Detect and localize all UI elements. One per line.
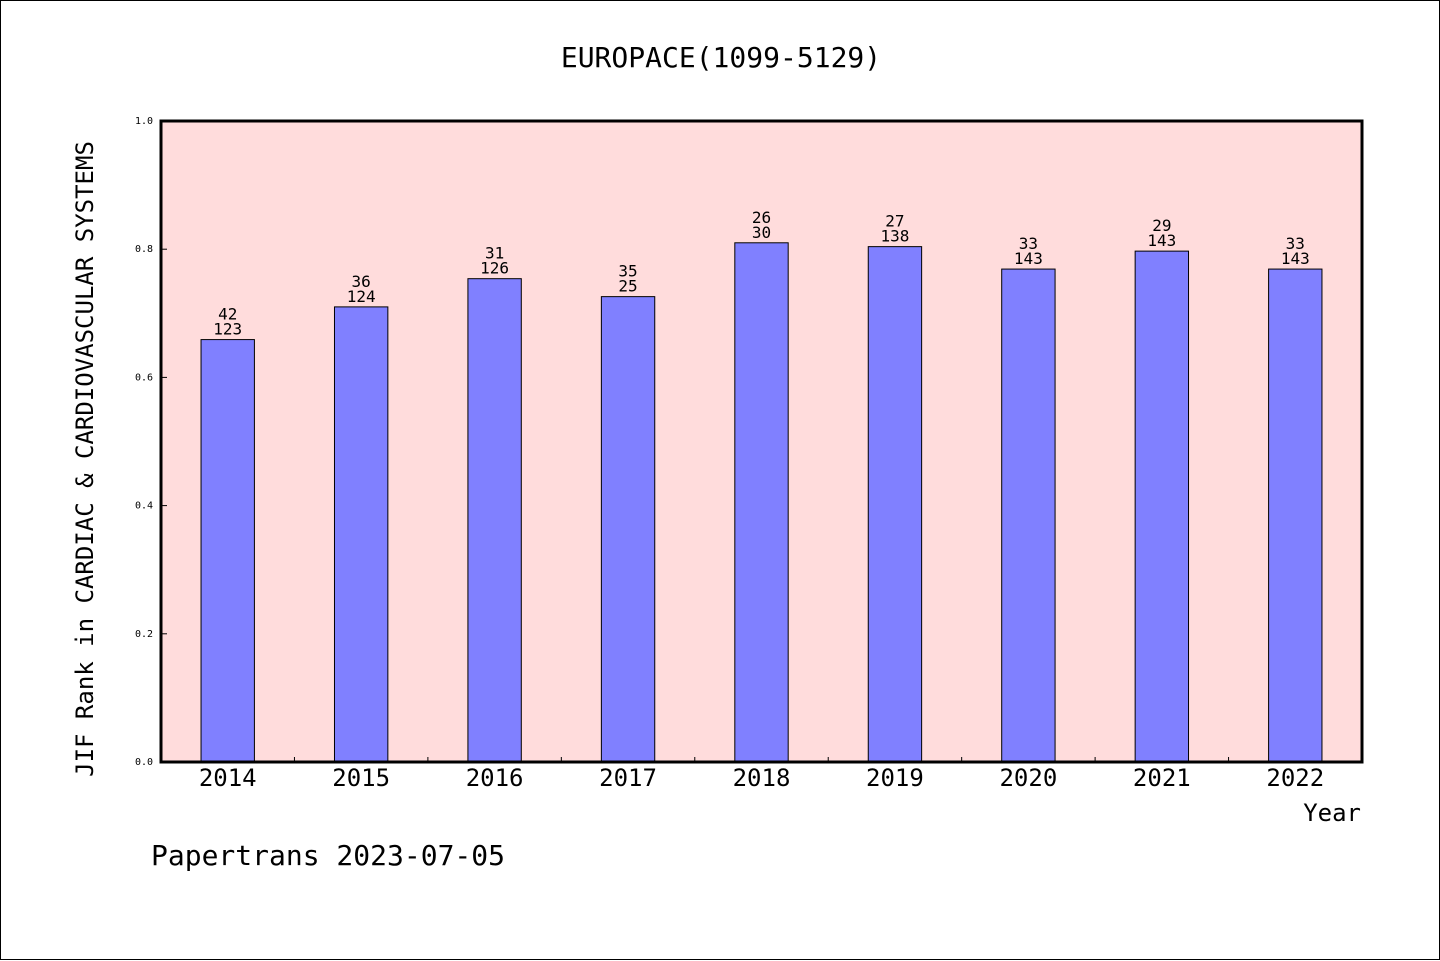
rank-label-2016: 31 xyxy=(485,244,504,263)
y-tick-0.0: 0.0 xyxy=(135,757,153,768)
y-tick-0.6: 0.6 xyxy=(135,372,153,383)
total-label-2014: 123 xyxy=(213,320,242,339)
x-tick-2019: 2019 xyxy=(866,764,924,792)
x-tick-2017: 2017 xyxy=(599,764,657,792)
footer-credit: Papertrans 2023-07-05 xyxy=(151,839,505,872)
y-tick-0.2: 0.2 xyxy=(135,629,153,640)
bar-2015 xyxy=(333,306,389,763)
bar-2018 xyxy=(734,242,789,763)
total-label-2017: 25 xyxy=(618,277,637,296)
x-axis-label: Year xyxy=(1303,799,1361,827)
y-tick-1.0: 1.0 xyxy=(135,116,153,127)
bars-layer xyxy=(200,242,1323,763)
total-label-2018: 30 xyxy=(752,223,771,242)
plot-border xyxy=(159,119,1364,764)
x-axis: 2014 2015 2016 2017 2018 2019 2020 2021 2022 xyxy=(199,757,1324,792)
y-tick-0.8: 0.8 xyxy=(135,244,153,255)
bar-2020 xyxy=(1001,268,1056,763)
rank-label-2019: 27 xyxy=(885,212,904,231)
rank-label-2015: 36 xyxy=(352,272,371,291)
bar-2019 xyxy=(867,246,923,763)
chart-title: EUROPACE(1099-5129) xyxy=(561,41,881,74)
x-tick-2015: 2015 xyxy=(332,764,390,792)
y-tick-0.4: 0.4 xyxy=(135,501,153,512)
x-tick-2021: 2021 xyxy=(1133,764,1191,792)
rank-label-2014: 42 xyxy=(218,305,237,324)
bar-2017 xyxy=(600,296,656,763)
rank-label-2022: 33 xyxy=(1286,234,1305,253)
total-label-2022: 143 xyxy=(1281,249,1310,268)
y-axis-label: JIF Rank in CARDIAC & CARDIOVASCULAR SYS… xyxy=(71,141,99,777)
bar-2014 xyxy=(200,339,255,763)
rank-label-2018: 26 xyxy=(752,208,771,227)
rank-label-2021: 29 xyxy=(1152,216,1171,235)
x-tick-2020: 2020 xyxy=(999,764,1057,792)
total-label-2019: 138 xyxy=(880,227,909,246)
total-label-2020: 143 xyxy=(1014,249,1043,268)
x-tick-2018: 2018 xyxy=(733,764,791,792)
rank-label-2020: 33 xyxy=(1019,234,1038,253)
total-label-2015: 124 xyxy=(347,287,376,306)
bar-2016 xyxy=(467,278,522,763)
x-tick-2016: 2016 xyxy=(466,764,524,792)
total-label-2021: 143 xyxy=(1147,231,1176,250)
rank-label-2017: 35 xyxy=(618,262,637,281)
bar-2022 xyxy=(1268,268,1323,763)
bar-2021 xyxy=(1134,250,1190,763)
x-tick-2014: 2014 xyxy=(199,764,257,792)
total-label-2016: 126 xyxy=(480,259,509,278)
x-tick-2022: 2022 xyxy=(1266,764,1324,792)
